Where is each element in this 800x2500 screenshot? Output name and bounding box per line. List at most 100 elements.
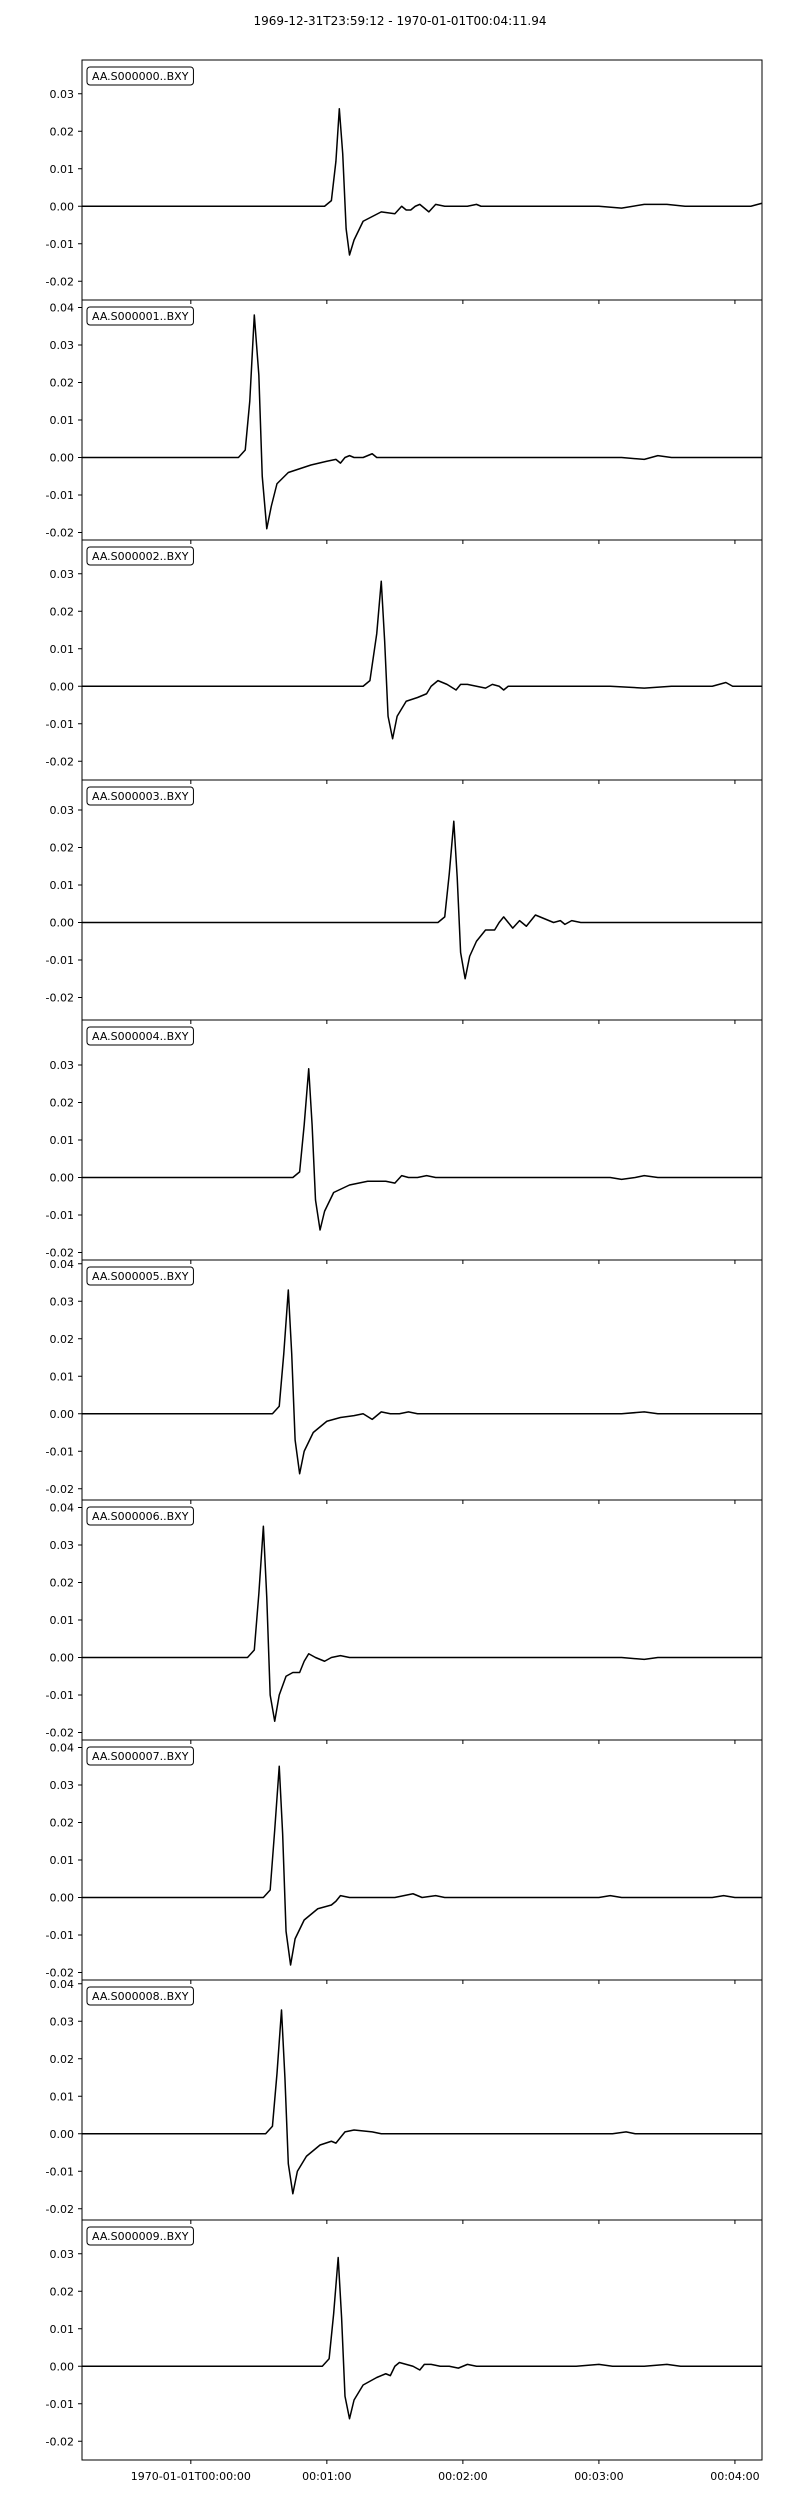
y-tick-label: -0.01 bbox=[46, 1209, 74, 1222]
y-tick-label: 0.02 bbox=[50, 1577, 75, 1590]
trace-panel-6: -0.02 -0.01 0.00 0.01 0.02 0.03 0.04 AA.S000006… bbox=[46, 1499, 763, 1744]
y-tick-label: 0.00 bbox=[50, 1172, 75, 1185]
y-tick-label: -0.01 bbox=[46, 238, 74, 251]
y-tick-label: 0.04 bbox=[50, 1258, 75, 1271]
trace-line bbox=[82, 108, 763, 256]
trace-panel-0: -0.02 -0.01 0.00 0.01 0.02 0.03 AA.S000000..BX… bbox=[46, 59, 763, 304]
y-tick-label: 0.00 bbox=[50, 2360, 75, 2373]
y-tick-label: 0.03 bbox=[50, 2248, 75, 2261]
station-label-box bbox=[86, 1986, 194, 2006]
station-label-box bbox=[86, 306, 194, 326]
y-tick-label: 0.02 bbox=[50, 1817, 75, 1830]
trace-line bbox=[82, 1289, 762, 1475]
x-tick-label: 00:01:00 bbox=[302, 2470, 351, 2483]
y-tick-label: 0.02 bbox=[50, 1333, 75, 1346]
y-tick-label: 0.02 bbox=[50, 605, 75, 618]
y-tick-label: 0.00 bbox=[50, 680, 75, 693]
y-tick-label: 0.01 bbox=[50, 1134, 75, 1147]
trace-panel-8: -0.02 -0.01 0.00 0.01 0.02 0.03 0.04 AA.S000008… bbox=[46, 1978, 763, 2224]
station-label-box bbox=[86, 1266, 194, 1286]
y-tick-label: 0.03 bbox=[50, 568, 75, 581]
y-tick-label: -0.02 bbox=[46, 992, 74, 1005]
station-label-box bbox=[86, 66, 194, 86]
station-label-box bbox=[86, 786, 194, 806]
station-label: AA.S000006..BXY bbox=[92, 1510, 189, 1523]
trace-line bbox=[82, 820, 762, 980]
y-tick-label: -0.02 bbox=[46, 1727, 74, 1740]
y-tick-label: -0.02 bbox=[46, 2435, 74, 2448]
y-tick-label: 0.02 bbox=[50, 2285, 75, 2298]
x-tick-label: 00:02:00 bbox=[438, 2470, 487, 2483]
trace-line bbox=[82, 580, 762, 740]
y-tick-label: 0.03 bbox=[50, 2015, 75, 2028]
y-tick-label: 0.01 bbox=[50, 1614, 75, 1627]
y-tick-label: 0.01 bbox=[50, 414, 75, 427]
station-label: AA.S000005..BXY bbox=[92, 1270, 189, 1283]
y-tick-label: 0.02 bbox=[50, 377, 75, 390]
station-label-box bbox=[86, 1746, 194, 1766]
y-tick-label: 0.03 bbox=[50, 1059, 75, 1072]
y-tick-label: 0.04 bbox=[50, 1502, 75, 1515]
y-tick-label: -0.01 bbox=[46, 489, 74, 502]
y-tick-label: 0.04 bbox=[50, 1742, 75, 1755]
y-tick-label: -0.01 bbox=[46, 2398, 74, 2411]
y-tick-label: 0.00 bbox=[50, 1408, 75, 1421]
y-tick-label: -0.02 bbox=[46, 1967, 74, 1980]
y-tick-label: 0.01 bbox=[50, 1370, 75, 1383]
y-tick-label: 0.04 bbox=[50, 302, 75, 315]
trace-line bbox=[82, 1765, 762, 1966]
y-tick-label: 0.01 bbox=[50, 2323, 75, 2336]
y-tick-label: 0.02 bbox=[50, 125, 75, 138]
y-tick-label: 0.02 bbox=[50, 2053, 75, 2066]
y-tick-label: 0.03 bbox=[50, 1779, 75, 1792]
trace-line bbox=[82, 1525, 762, 1722]
y-tick-label: -0.01 bbox=[46, 1929, 74, 1942]
y-tick-label: 0.03 bbox=[50, 804, 75, 817]
y-tick-label: -0.01 bbox=[46, 1689, 74, 1702]
trace-panels: -0.02 -0.01 0.00 0.01 0.02 0.03 AA.S000000..BX… bbox=[46, 59, 763, 2483]
y-tick-label: 0.01 bbox=[50, 2090, 75, 2103]
y-tick-label: 0.04 bbox=[50, 1978, 75, 1991]
y-tick-label: 0.01 bbox=[50, 643, 75, 656]
figure-title: 1969-12-31T23:59:12 - 1970-01-01T00:04:1… bbox=[254, 14, 547, 28]
x-tick-label: 00:03:00 bbox=[574, 2470, 623, 2483]
panel-frame bbox=[81, 2219, 763, 2461]
y-tick-label: 0.03 bbox=[50, 339, 75, 352]
x-tick-label: 1970-01-01T00:00:00 bbox=[131, 2470, 251, 2483]
y-tick-label: 0.03 bbox=[50, 1539, 75, 1552]
y-tick-label: 0.00 bbox=[50, 1652, 75, 1665]
station-label: AA.S000002..BXY bbox=[92, 550, 189, 563]
station-label-box bbox=[86, 546, 194, 566]
y-tick-label: 0.00 bbox=[50, 917, 75, 930]
trace-panel-5: -0.02 -0.01 0.00 0.01 0.02 0.03 0.04 AA.S000005… bbox=[46, 1258, 763, 1504]
y-tick-label: -0.01 bbox=[46, 1445, 74, 1458]
y-tick-label: -0.02 bbox=[46, 1483, 74, 1496]
y-tick-label: 0.01 bbox=[50, 163, 75, 176]
station-label-box bbox=[86, 2226, 194, 2246]
station-label: AA.S000000..BXY bbox=[92, 70, 189, 83]
trace-panel-1: -0.02 -0.01 0.00 0.01 0.02 0.03 0.04 AA.S000001… bbox=[46, 299, 763, 544]
y-tick-label: -0.01 bbox=[46, 2165, 74, 2178]
y-tick-label: 0.02 bbox=[50, 842, 75, 855]
y-tick-label: -0.02 bbox=[46, 275, 74, 288]
station-label: AA.S000004..BXY bbox=[92, 1030, 189, 1043]
trace-line bbox=[82, 2256, 762, 2420]
y-tick-label: -0.02 bbox=[46, 755, 74, 768]
y-tick-label: -0.01 bbox=[46, 954, 74, 967]
trace-line bbox=[82, 314, 762, 530]
y-tick-label: -0.02 bbox=[46, 527, 74, 540]
y-tick-label: 0.00 bbox=[50, 452, 75, 465]
y-tick-label: 0.00 bbox=[50, 1892, 75, 1905]
station-label-box bbox=[86, 1506, 194, 1526]
y-tick-label: 0.00 bbox=[50, 200, 75, 213]
station-label-box bbox=[86, 1026, 194, 1046]
trace-panel-3: -0.02 -0.01 0.00 0.01 0.02 0.03 AA.S000003..BX… bbox=[46, 779, 763, 1024]
trace-panel-4: -0.02 -0.01 0.00 0.01 0.02 0.03 AA.S000004..BX… bbox=[46, 1019, 763, 1264]
trace-line bbox=[82, 1068, 762, 1231]
y-tick-label: 0.00 bbox=[50, 2128, 75, 2141]
y-tick-label: -0.01 bbox=[46, 718, 74, 731]
y-tick-label: 0.03 bbox=[50, 1295, 75, 1308]
x-tick-label: 00:04:00 bbox=[710, 2470, 759, 2483]
